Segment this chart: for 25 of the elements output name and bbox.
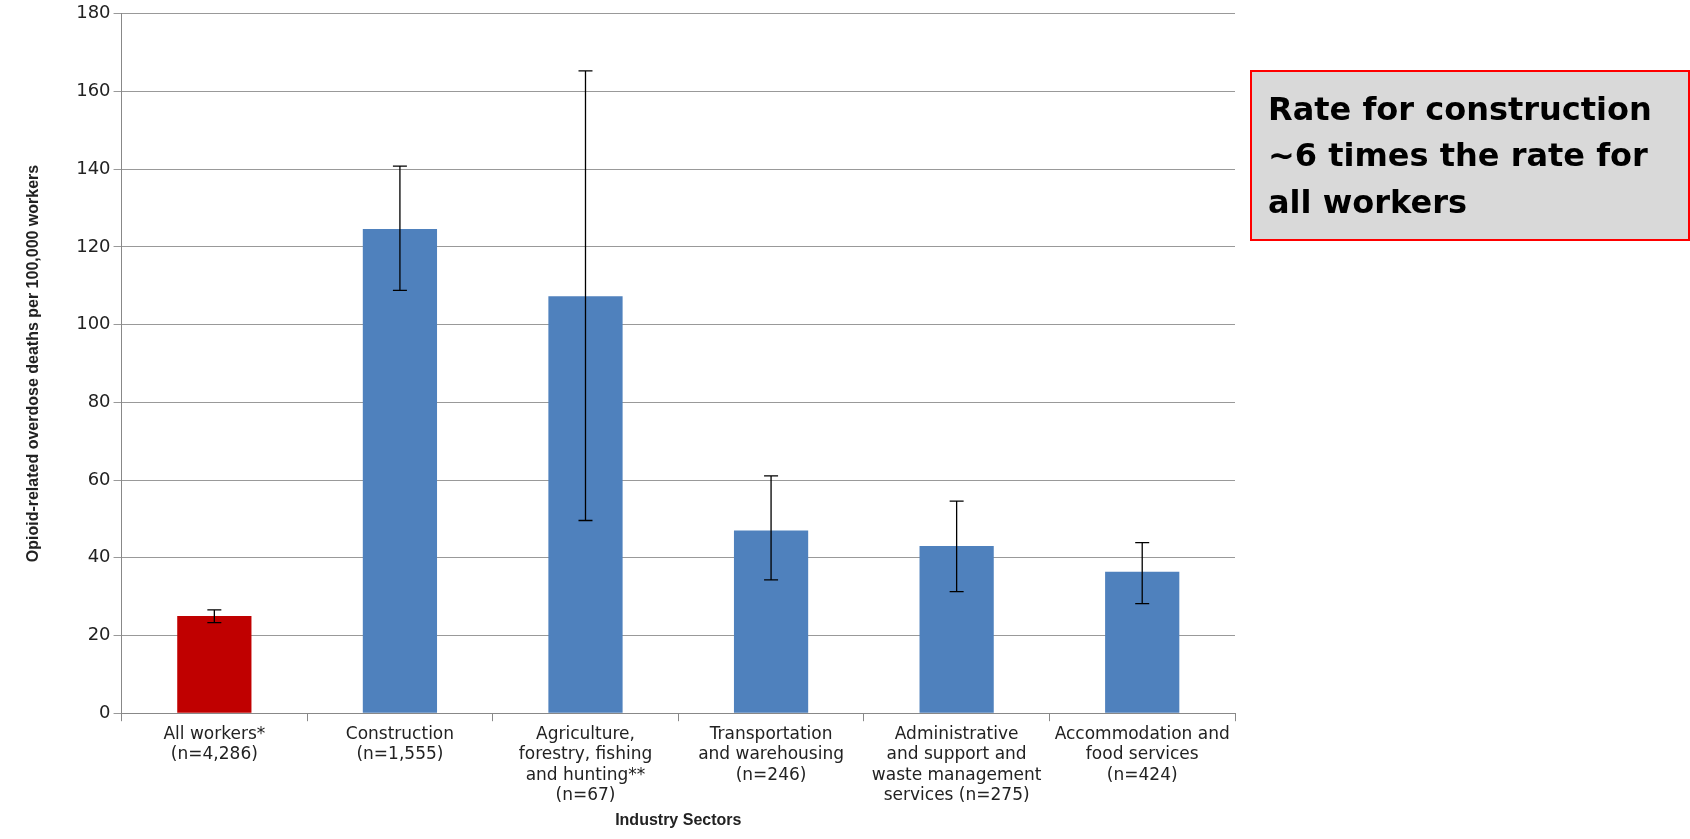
bar bbox=[548, 296, 623, 713]
x-tick-label: Construction (n=1,555) bbox=[345, 722, 455, 764]
y-tick-label: 140 bbox=[76, 156, 111, 178]
x-tick-label: Agriculture, forestry, fishing and hunting** (n=67) bbox=[518, 722, 653, 805]
x-tick-label: Transportation and warehousing (n=246) bbox=[698, 722, 845, 784]
bar bbox=[919, 546, 994, 713]
x-tick-label: Accommodation and food services (n=424) bbox=[1054, 722, 1230, 784]
x-tick-label: Administrative and support and waste management services (n=275) bbox=[871, 722, 1042, 805]
y-tick-label: 20 bbox=[87, 623, 111, 645]
y-tick-label: 80 bbox=[87, 390, 111, 412]
y-tick-label: 120 bbox=[76, 234, 111, 256]
bar bbox=[733, 530, 809, 713]
bar bbox=[362, 229, 438, 713]
y-tick-label: 180 bbox=[76, 1, 111, 23]
y-tick-label: 60 bbox=[87, 467, 111, 489]
text: Rate for construction ~6 times the rate for all workers bbox=[1250, 70, 1690, 242]
bar bbox=[1105, 571, 1180, 713]
y-axis-title: Opioid-related overdose deaths per 100,000 workers bbox=[24, 164, 42, 563]
x-axis-title: Industry Sectors bbox=[615, 810, 742, 828]
y-tick-label: 40 bbox=[87, 545, 111, 567]
bar bbox=[177, 616, 252, 713]
x-tick-label: All workers* (n=4,286) bbox=[163, 722, 266, 764]
y-tick-label: 100 bbox=[76, 312, 111, 334]
y-tick-label: 160 bbox=[76, 79, 111, 101]
y-tick-label: 0 bbox=[99, 700, 111, 722]
